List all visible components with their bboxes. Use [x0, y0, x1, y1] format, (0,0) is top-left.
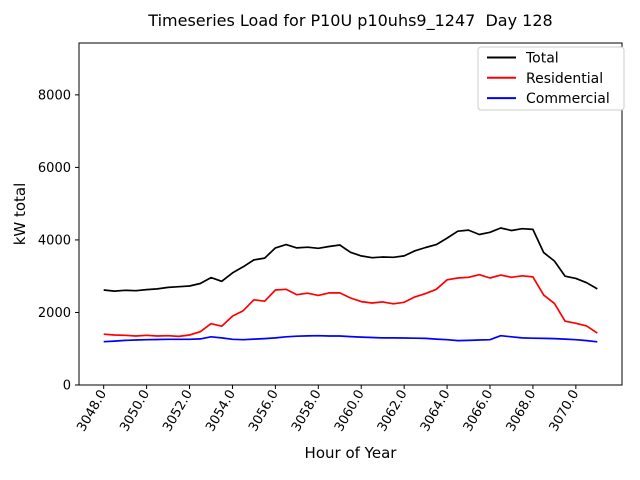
x-tick-label: 3050.0 — [117, 388, 153, 435]
legend-label-commercial: Commercial — [526, 91, 610, 107]
x-tick-label: 3048.0 — [74, 388, 110, 435]
x-tick-label: 3058.0 — [289, 388, 325, 435]
chart-title: Timeseries Load for P10U p10uhs9_1247 Da… — [148, 11, 553, 30]
y-tick-label: 4000 — [38, 233, 71, 248]
y-tick-label: 0 — [63, 379, 71, 394]
x-tick-label: 3056.0 — [246, 388, 282, 435]
x-tick-label: 3066.0 — [461, 388, 497, 435]
legend-box — [477, 46, 625, 111]
legend-label-total: Total — [525, 51, 559, 67]
x-tick-label: 3070.0 — [547, 388, 583, 435]
x-tick-label: 3052.0 — [160, 388, 196, 435]
x-tick-label: 3054.0 — [203, 388, 239, 435]
series-line-total — [103, 227, 598, 292]
legend-label-residential: Residential — [526, 71, 603, 87]
y-tick-label: 6000 — [38, 161, 71, 176]
x-tick-label: 3068.0 — [504, 388, 540, 435]
plot-frame — [78, 42, 623, 386]
series-line-residential — [103, 273, 598, 338]
x-tick-label: 3062.0 — [375, 388, 411, 435]
series-line-commercial — [103, 334, 598, 343]
y-tick-label: 2000 — [38, 306, 71, 321]
x-tick-label: 3060.0 — [332, 388, 368, 435]
y-tick-label: 8000 — [38, 88, 71, 103]
x-tick-label: 3064.0 — [418, 388, 454, 435]
x-axis-label: Hour of Year — [304, 444, 397, 462]
